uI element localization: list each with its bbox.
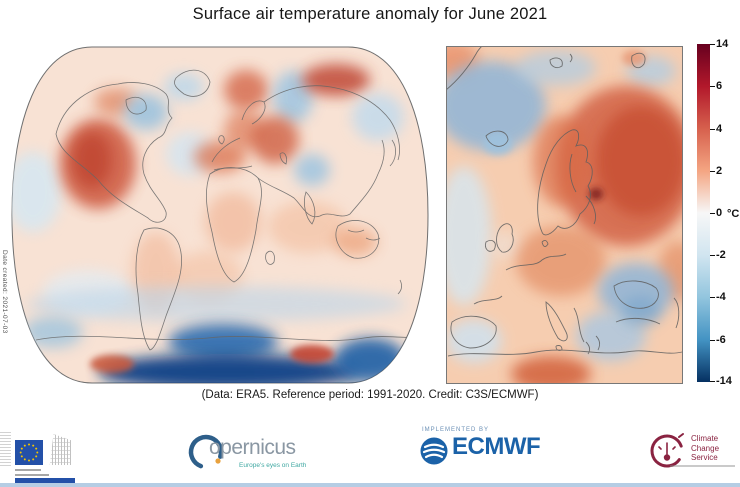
eu-text-line-decor xyxy=(15,474,49,476)
colorbar-label: -6 xyxy=(716,334,726,346)
colorbar-tick xyxy=(710,213,715,214)
colorbar-label: 14 xyxy=(716,38,729,50)
ecmwf-globe-icon xyxy=(420,437,448,465)
colorbar-tick xyxy=(710,44,715,45)
c3s-gauge-icon xyxy=(648,428,688,472)
eu-blue-bar-decor xyxy=(15,478,75,484)
c3s-label-line1: Climate xyxy=(691,434,719,443)
colorbar-label: 0 xyxy=(716,207,723,219)
colorbar-tick xyxy=(710,129,715,130)
copernicus-wordmark: opernicus xyxy=(209,436,296,459)
colorbar-tick xyxy=(710,340,715,341)
eu-flag-icon xyxy=(15,440,43,465)
colorbar-tick xyxy=(710,297,715,298)
c3s-label-line2: Change Service xyxy=(691,444,720,462)
date-created-note: Date created: 2021-07-03 xyxy=(1,250,8,334)
ecmwf-kicker: IMPLEMENTED BY xyxy=(422,427,490,433)
eu-text-line-decor xyxy=(15,469,41,471)
copernicus-tagline: Europe's eyes on Earth xyxy=(239,462,307,469)
ec-building-icon xyxy=(49,434,71,465)
page-title: Surface air temperature anomaly for June… xyxy=(192,5,548,23)
colorbar-tick xyxy=(710,381,715,382)
colorbar-tick xyxy=(710,171,715,172)
colorbar-label: -14 xyxy=(716,375,732,387)
colorbar-label: 6 xyxy=(716,80,723,92)
colorbar-tick xyxy=(710,255,715,256)
bottom-strip-decor xyxy=(0,483,740,487)
europe-map xyxy=(446,46,683,384)
world-coastlines xyxy=(35,69,421,351)
world-map xyxy=(11,46,429,384)
colorbar-label: 4 xyxy=(716,123,723,135)
ecmwf-wordmark: ECMWF xyxy=(452,433,541,460)
colorbar-label: 2 xyxy=(716,165,723,177)
europe-coastlines xyxy=(446,46,683,357)
colorbar xyxy=(697,44,710,382)
copernicus-crescent-icon xyxy=(185,432,227,474)
colorbar-unit: °C xyxy=(727,208,740,220)
world-map-panel xyxy=(8,42,432,388)
europe-map-panel xyxy=(446,46,683,384)
colorbar-tick xyxy=(710,86,715,87)
edge-sketch-decor xyxy=(0,432,11,466)
data-credit-caption: (Data: ERA5. Reference period: 1991-2020… xyxy=(201,389,539,401)
colorbar-label: -4 xyxy=(716,291,726,303)
c3s-text-line-decor xyxy=(670,465,735,467)
colorbar-label: -2 xyxy=(716,249,726,261)
